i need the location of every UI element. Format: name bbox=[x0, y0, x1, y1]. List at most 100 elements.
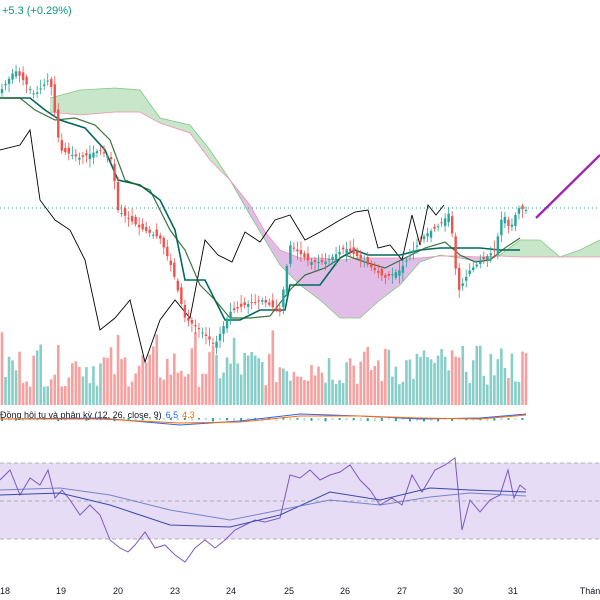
macd-histogram-bar bbox=[359, 418, 362, 422]
cloud-segment bbox=[280, 250, 300, 285]
candle bbox=[176, 278, 180, 293]
macd-histogram-bar bbox=[415, 418, 418, 421]
volume-bar bbox=[208, 352, 211, 405]
macd-histogram-bar bbox=[289, 418, 292, 421]
volume-bar bbox=[503, 367, 507, 405]
candle-body bbox=[486, 256, 489, 260]
volume-bar bbox=[517, 381, 521, 405]
candle bbox=[46, 73, 49, 86]
candle bbox=[422, 233, 426, 243]
candle bbox=[7, 76, 11, 93]
macd-value: 6.5 bbox=[165, 410, 179, 420]
candle bbox=[180, 283, 183, 307]
candle-body bbox=[268, 302, 271, 305]
volume-bar bbox=[457, 357, 461, 405]
candle-body bbox=[152, 234, 155, 236]
volume-bar bbox=[99, 363, 102, 405]
candle bbox=[496, 232, 500, 259]
macd-histogram-bar bbox=[1, 418, 3, 422]
candle bbox=[109, 152, 113, 162]
volume-bar bbox=[443, 356, 447, 405]
macd-histogram-bar bbox=[500, 418, 503, 421]
volume-bar bbox=[510, 353, 514, 405]
cloud-segment bbox=[400, 258, 420, 285]
candle bbox=[173, 258, 176, 280]
candle bbox=[303, 250, 306, 261]
candle-body bbox=[398, 270, 401, 276]
candle bbox=[401, 259, 405, 282]
candle-body bbox=[137, 224, 141, 228]
volume-bar bbox=[229, 363, 232, 405]
candle-body bbox=[7, 78, 11, 84]
x-tick-label: 19 bbox=[56, 586, 66, 596]
senkou-span-b bbox=[49, 111, 600, 261]
candle bbox=[232, 301, 236, 314]
candle-body bbox=[130, 215, 134, 222]
candle bbox=[355, 247, 359, 259]
volume-bar bbox=[507, 378, 510, 405]
macd-pane bbox=[0, 413, 527, 426]
candle bbox=[92, 145, 95, 165]
candle-body bbox=[517, 208, 521, 214]
candle-body bbox=[426, 233, 429, 237]
candle-body bbox=[109, 157, 113, 160]
volume-bar bbox=[489, 353, 493, 405]
macd-histogram-bar bbox=[219, 418, 222, 421]
candle bbox=[144, 221, 148, 234]
cloud-segment bbox=[160, 118, 190, 133]
volume-bar bbox=[338, 380, 341, 405]
candle-body bbox=[32, 93, 35, 95]
candle bbox=[106, 154, 109, 163]
candle-body bbox=[50, 79, 53, 87]
candle-body bbox=[28, 88, 32, 90]
candle-body bbox=[303, 253, 306, 258]
volume-bar bbox=[25, 381, 28, 405]
cloud-segment bbox=[265, 232, 280, 265]
candle-body bbox=[433, 226, 436, 229]
candle-body bbox=[81, 155, 85, 157]
candle-body bbox=[489, 253, 493, 256]
volume-bar bbox=[225, 357, 229, 405]
candle bbox=[141, 218, 144, 232]
volume-bar bbox=[471, 360, 475, 405]
candle-body bbox=[472, 267, 475, 271]
volume-bar bbox=[250, 351, 253, 405]
candle-body bbox=[299, 250, 303, 255]
volume-bar bbox=[116, 334, 120, 405]
volume-bar bbox=[324, 382, 327, 405]
candle-body bbox=[391, 274, 394, 276]
volume-bar bbox=[56, 345, 60, 405]
volume-bar bbox=[292, 371, 296, 405]
candle-body bbox=[11, 73, 14, 80]
candle bbox=[215, 335, 218, 355]
candle-body bbox=[225, 318, 229, 329]
volume-bar bbox=[514, 381, 517, 405]
candle-body bbox=[74, 154, 78, 157]
candle bbox=[486, 254, 489, 267]
rsi-pane bbox=[0, 462, 600, 540]
candle-body bbox=[306, 253, 310, 261]
macd-histogram-bar bbox=[148, 418, 151, 421]
volume-bar bbox=[454, 356, 457, 405]
candle bbox=[412, 241, 415, 260]
candle bbox=[433, 223, 436, 232]
volume-bar bbox=[148, 354, 152, 405]
candle-body bbox=[211, 342, 215, 344]
candle-body bbox=[155, 229, 158, 237]
x-tick-label: Thán bbox=[580, 586, 600, 596]
candle-body bbox=[18, 71, 21, 76]
macd-histogram-bar bbox=[296, 418, 299, 420]
candle-body bbox=[35, 92, 39, 94]
rsi-ma-line bbox=[0, 487, 527, 528]
macd-histogram-bar bbox=[430, 418, 433, 421]
macd-histogram-bar bbox=[331, 418, 334, 420]
candle-body bbox=[394, 272, 398, 278]
candle bbox=[261, 297, 264, 305]
candle bbox=[4, 80, 7, 91]
candle-body bbox=[503, 216, 507, 224]
candle bbox=[429, 228, 433, 243]
volume-bar bbox=[429, 359, 433, 405]
volume-bar bbox=[419, 357, 422, 405]
candle bbox=[440, 217, 443, 228]
